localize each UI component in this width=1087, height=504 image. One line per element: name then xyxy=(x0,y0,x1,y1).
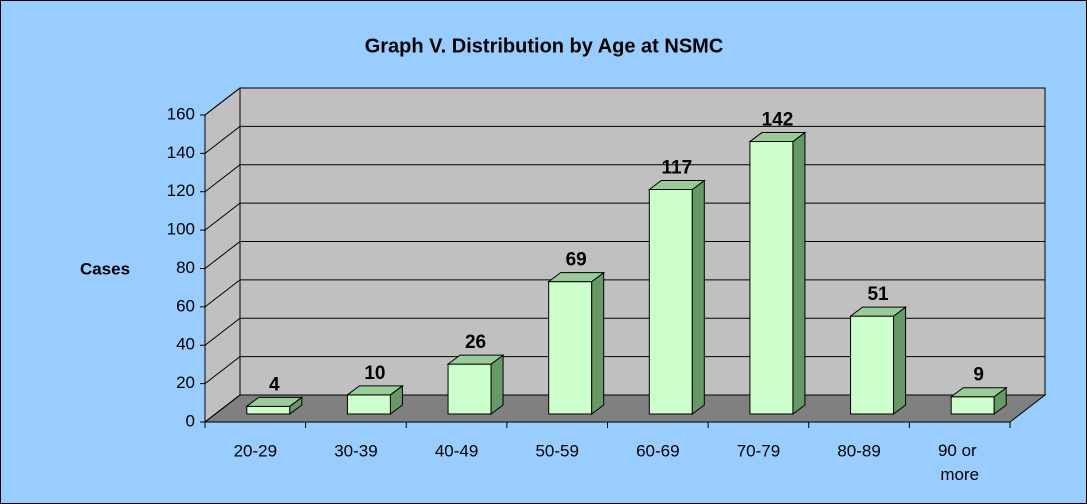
bar-top xyxy=(345,385,404,396)
y-tick-label: 80 xyxy=(176,258,195,277)
y-tick-label: 0 xyxy=(186,411,195,430)
bar xyxy=(647,179,706,415)
x-tick-label: 40-49 xyxy=(435,441,478,460)
bar-top xyxy=(446,354,505,365)
x-tick-label: 60-69 xyxy=(636,441,679,460)
x-tick-label: 70-79 xyxy=(737,441,780,460)
bar-top xyxy=(748,132,807,143)
y-tick-label: 140 xyxy=(167,143,195,162)
bar-front xyxy=(548,281,593,415)
bar-top xyxy=(245,396,304,407)
data-label: 26 xyxy=(465,332,486,353)
grid-line xyxy=(204,125,1045,154)
bar-side xyxy=(893,306,907,415)
bar-top xyxy=(647,180,706,191)
bar-top xyxy=(949,387,1008,398)
y-tick-label: 40 xyxy=(176,335,195,354)
bar xyxy=(949,386,1008,415)
data-label: 117 xyxy=(661,158,692,179)
bar xyxy=(849,306,908,415)
grid-line xyxy=(204,87,1045,116)
bar-side xyxy=(490,354,504,415)
bar-side xyxy=(792,131,806,415)
data-label: 142 xyxy=(762,110,794,131)
data-label: 10 xyxy=(364,363,385,384)
bar-front xyxy=(749,141,794,415)
data-label: 9 xyxy=(973,365,984,386)
bar-side xyxy=(591,271,605,415)
chart-title: Graph V. Distribution by Age at NSMC xyxy=(365,35,724,57)
bar-side xyxy=(691,179,705,415)
x-tick-label: 20-29 xyxy=(234,441,277,460)
data-label: 69 xyxy=(566,250,587,271)
y-axis-label: Cases xyxy=(80,259,130,278)
bar xyxy=(547,271,606,415)
data-label: 51 xyxy=(867,284,889,305)
data-label: 4 xyxy=(269,374,280,395)
y-tick-label: 160 xyxy=(167,104,195,123)
y-tick-label: 20 xyxy=(176,373,195,392)
bar xyxy=(345,384,404,415)
bar xyxy=(446,354,505,415)
bar xyxy=(245,396,304,415)
bar-top xyxy=(849,306,908,317)
bar xyxy=(748,131,807,415)
y-tick-label: 120 xyxy=(167,181,195,200)
bar-front xyxy=(447,363,492,415)
bar-front xyxy=(346,394,391,415)
x-tick-label: 80-89 xyxy=(837,441,880,460)
x-tick-label: 50-59 xyxy=(535,441,578,460)
x-tick-label: 90 or more xyxy=(938,441,981,484)
bar-top xyxy=(547,272,606,283)
bar-front xyxy=(950,396,995,415)
bar-front xyxy=(850,315,895,415)
y-tick-label: 100 xyxy=(167,220,195,239)
bar-front xyxy=(648,189,693,415)
bar-front xyxy=(246,405,291,415)
floor xyxy=(203,394,1047,423)
y-tick-label: 60 xyxy=(176,296,195,315)
x-tick-label: 30-39 xyxy=(334,441,377,460)
